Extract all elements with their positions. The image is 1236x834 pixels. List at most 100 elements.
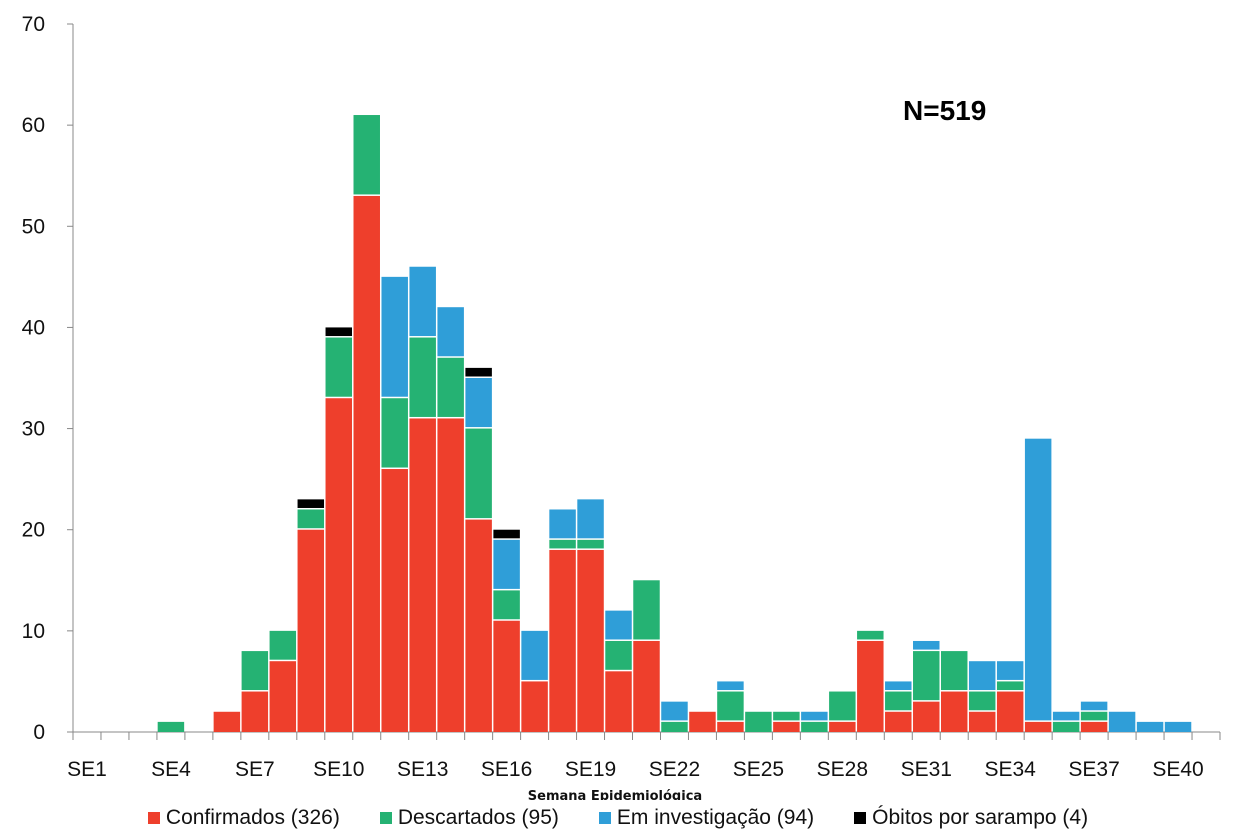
y-tick-label: 0 (33, 721, 45, 744)
legend-label-em-investigacao: Em investigação (94) (616, 806, 815, 829)
legend-label-obitos: Óbitos por sarampo (4) (872, 806, 1089, 829)
bar-se12-series-2 (381, 276, 408, 397)
bar-se27-series-1 (801, 721, 828, 732)
bar-se26-series-0 (773, 721, 800, 732)
x-tick-label: SE22 (649, 758, 700, 781)
legend-swatch-obitos (854, 812, 867, 824)
legend-swatch-descartados (379, 812, 392, 824)
bar-se20-series-0 (605, 671, 632, 732)
bar-se34-series-0 (996, 691, 1024, 732)
bar-se34-series-1 (996, 681, 1024, 691)
bar-se20-series-1 (605, 640, 632, 670)
x-tick-labels: SE1 SE4 SE7 SE10 SE13 SE16 SE19 SE22 SE25 SE28 SE3… (67, 758, 1204, 781)
x-axis-label: Semana Epidemiológica (528, 789, 702, 800)
x-tick-label: SE28 (817, 758, 868, 781)
bar-se10-series-1 (325, 337, 353, 397)
bar-se24-series-0 (717, 721, 744, 732)
bar-se31-series-1 (913, 651, 940, 701)
bar-se39-series-2 (1136, 721, 1164, 732)
legend-label-descartados: Descartados (95) (397, 806, 559, 829)
bar-se14-series-1 (437, 357, 464, 417)
bar-se37-series-2 (1080, 701, 1108, 711)
x-tick-label: SE31 (901, 758, 952, 781)
bar-se10-series-3 (325, 327, 353, 337)
bar-se25-series-1 (745, 711, 772, 732)
bar-se24-series-1 (717, 691, 744, 721)
bar-se8-series-0 (269, 661, 297, 732)
bar-se33-series-0 (968, 711, 996, 732)
x-tick-label: SE4 (151, 758, 191, 781)
bar-se6-series-0 (213, 711, 241, 732)
bar-se16-series-2 (493, 539, 520, 589)
bar-se11-series-1 (353, 115, 380, 195)
bar-se9-series-0 (297, 529, 325, 732)
bar-se12-series-1 (381, 398, 408, 468)
bar-se16-series-0 (493, 620, 520, 732)
bar-se21-series-1 (633, 580, 660, 640)
bar-se28-series-1 (829, 691, 856, 721)
bar-se13-series-0 (409, 418, 436, 732)
legend-item-obitos: Óbitos por sarampo (4) (854, 806, 1088, 830)
bar-se29-series-0 (857, 640, 884, 732)
bar-se19-series-0 (577, 549, 604, 732)
y-tick-label: 50 (22, 215, 45, 238)
bar-se15-series-2 (465, 378, 492, 428)
annotation-n: N=519 (903, 95, 986, 126)
y-tick-labels: 0 10 20 30 40 50 60 70 (22, 13, 45, 744)
bar-se24-series-2 (717, 681, 744, 691)
bar-se37-series-0 (1080, 721, 1108, 732)
bar-se9-series-3 (297, 499, 325, 508)
legend-label-confirmados: Confirmados (326) (165, 806, 340, 829)
y-tick-label: 40 (22, 316, 45, 339)
bar-se28-series-0 (829, 721, 856, 732)
legend-item-confirmados: Confirmados (326) (147, 806, 340, 830)
bar-se15-series-1 (465, 428, 492, 519)
x-tick-label: SE37 (1068, 758, 1119, 781)
bar-se11-series-0 (353, 195, 380, 732)
bar-se29-series-1 (857, 630, 884, 640)
bar-se26-series-1 (773, 711, 800, 721)
bar-se7-series-1 (241, 651, 269, 691)
bar-se38-series-2 (1108, 711, 1136, 732)
bar-se33-series-2 (968, 661, 996, 691)
bar-se7-series-0 (241, 691, 269, 732)
bar-se16-series-3 (493, 529, 520, 539)
bar-se8-series-1 (269, 630, 297, 660)
bar-se37-series-1 (1080, 711, 1108, 721)
y-tick-label: 70 (22, 13, 45, 36)
bar-se40-series-2 (1164, 721, 1192, 732)
x-tick-label: SE40 (1152, 758, 1203, 781)
bar-se36-series-2 (1052, 711, 1080, 721)
x-tick-label: SE16 (481, 758, 532, 781)
legend-swatch-confirmados (147, 812, 160, 824)
bar-se32-series-1 (940, 651, 968, 691)
bar-se31-series-2 (913, 640, 940, 650)
bar-se12-series-0 (381, 469, 408, 732)
bar-se15-series-3 (465, 367, 492, 377)
bar-se31-series-0 (913, 701, 940, 732)
bar-se34-series-2 (996, 661, 1024, 680)
bars (157, 115, 1192, 732)
x-tick-label: SE19 (565, 758, 616, 781)
y-tick-label: 30 (22, 418, 45, 441)
bar-se30-series-0 (885, 711, 912, 732)
bar-se19-series-1 (577, 539, 604, 549)
legend-swatch-em-investigacao (598, 812, 611, 824)
bar-se22-series-2 (661, 701, 688, 721)
bar-se16-series-1 (493, 590, 520, 620)
x-tick-label: SE7 (235, 758, 275, 781)
bar-se18-series-0 (549, 549, 576, 732)
x-tick-label: SE10 (313, 758, 364, 781)
bar-se27-series-2 (801, 711, 828, 721)
bar-se10-series-0 (325, 398, 353, 732)
bar-se19-series-2 (577, 499, 604, 539)
bar-se18-series-1 (549, 539, 576, 549)
bar-se18-series-2 (549, 509, 576, 539)
bar-se30-series-1 (885, 691, 912, 711)
bar-se17-series-2 (521, 630, 548, 680)
bar-se23-series-0 (689, 711, 716, 732)
bar-se9-series-1 (297, 509, 325, 529)
y-tick-label: 20 (22, 519, 45, 542)
y-tick-label: 10 (22, 620, 45, 643)
